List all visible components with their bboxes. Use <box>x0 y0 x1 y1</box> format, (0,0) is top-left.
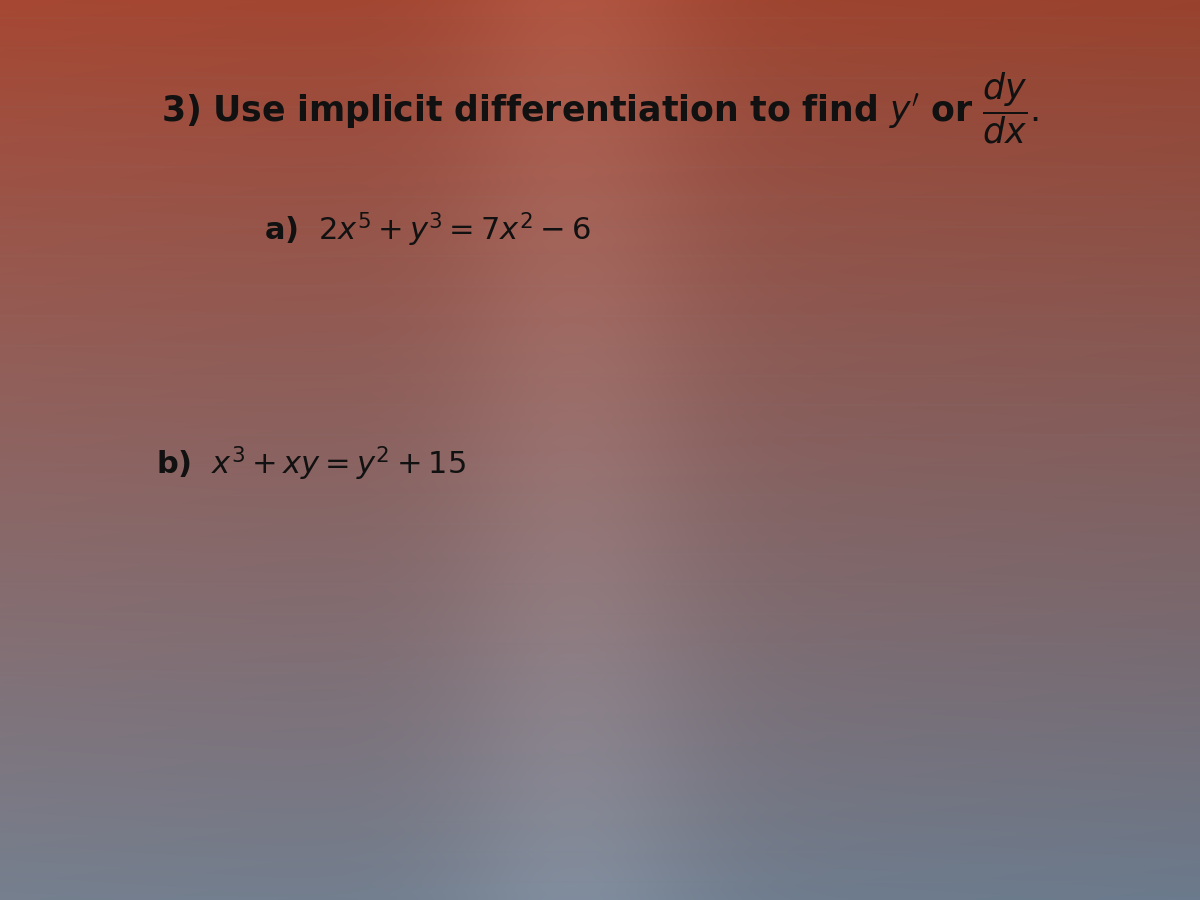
Text: $\mathbf{3) \ Use \ implicit \ differentiation \ to \ find} \ \mathit{y'} \ \mat: $\mathbf{3) \ Use \ implicit \ different… <box>161 70 1039 146</box>
Text: $\mathbf{a)} \ \ 2x^5 + y^3 = 7x^2 - 6$: $\mathbf{a)} \ \ 2x^5 + y^3 = 7x^2 - 6$ <box>264 211 590 248</box>
Text: $\mathbf{b)} \ \ x^3 + xy = y^2 + 15$: $\mathbf{b)} \ \ x^3 + xy = y^2 + 15$ <box>156 445 466 482</box>
